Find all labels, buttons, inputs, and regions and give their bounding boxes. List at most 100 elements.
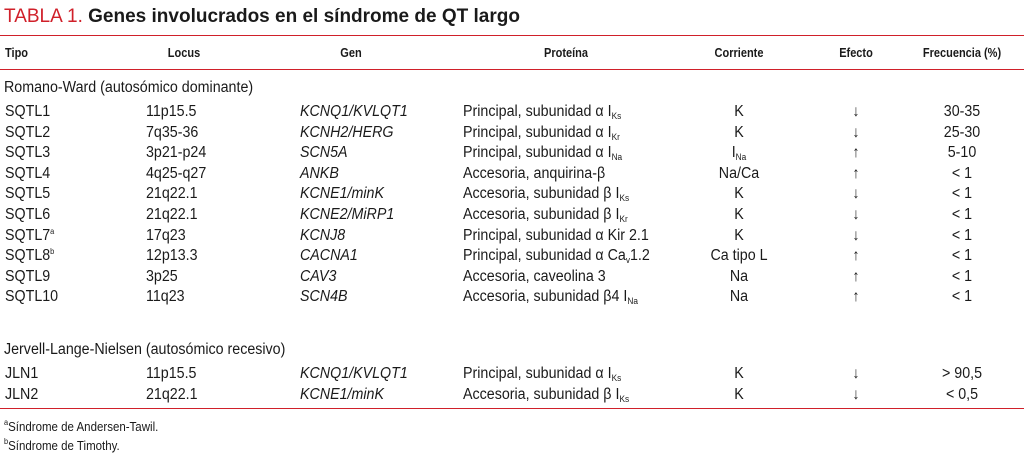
table-row: JLN1 11p15.5 KCNQ1/KVLQT1 Principal, subuni… xyxy=(0,365,1024,385)
cell-gen: SCN5A xyxy=(300,144,348,162)
cell-frecuencia: 5-10 xyxy=(947,144,977,162)
cell-efecto-arrow-icon: ↓ xyxy=(852,365,860,382)
header-rule xyxy=(0,69,1024,70)
table-row: SQTL1 11p15.5 KCNQ1/KVLQT1 Principal, subun… xyxy=(0,103,1024,123)
bottom-rule xyxy=(0,408,1024,409)
cell-proteina: Principal, subunidad α INa xyxy=(463,144,623,163)
footnote-a: aSíndrome de Andersen-Tawil. xyxy=(4,418,159,434)
cell-tipo: SQTL7a xyxy=(5,226,55,244)
table-row: SQTL2 7q35-36 KCNH2/HERG Principal, subunid… xyxy=(0,124,1024,144)
table-row: JLN2 21q22.1 KCNE1/minK Accesoria, subunida… xyxy=(0,386,1024,406)
cell-corriente: Ca tipo L xyxy=(710,247,768,265)
table-row: SQTL3 3p21-p24 SCN5A Principal, subunidad α… xyxy=(0,144,1024,164)
cell-gen: KCNQ1/KVLQT1 xyxy=(300,365,408,382)
cell-tipo: SQTL1 xyxy=(5,103,51,120)
cell-frecuencia: < 1 xyxy=(951,267,973,285)
table-row: SQTL7a 17q23 KCNJ8 Principal, subunidad α K… xyxy=(0,227,1024,247)
cell-proteina: Accesoria, subunidad β4 INa xyxy=(463,288,638,307)
cell-proteina: Principal, subunidad α IKr xyxy=(463,123,620,142)
cell-efecto-arrow-icon: ↓ xyxy=(852,226,860,244)
cell-frecuencia: < 1 xyxy=(951,226,973,244)
cell-corriente: Na xyxy=(729,267,749,285)
cell-tipo: SQTL6 xyxy=(5,206,51,223)
cell-gen: CAV3 xyxy=(300,267,337,285)
cell-frecuencia: < 1 xyxy=(951,164,973,182)
cell-tipo: JLN2 xyxy=(5,385,39,403)
cell-locus: 7q35-36 xyxy=(146,123,199,141)
cell-gen: CACNA1 xyxy=(300,247,358,265)
cell-corriente: K xyxy=(734,123,744,141)
cell-gen: ANKB xyxy=(300,164,339,182)
cell-corriente: K xyxy=(734,385,744,403)
cell-corriente: K xyxy=(734,365,744,382)
cell-locus: 4q25-q27 xyxy=(146,164,207,182)
cell-frecuencia: 30-35 xyxy=(943,103,981,120)
cell-gen: KCNE1/minK xyxy=(300,185,385,203)
group-label: Romano-Ward (autosómico dominante) xyxy=(4,79,254,96)
cell-frecuencia: < 1 xyxy=(951,185,973,203)
cell-tipo: SQTL3 xyxy=(5,144,51,162)
cell-locus: 3p21-p24 xyxy=(146,144,207,162)
cell-efecto-arrow-icon: ↑ xyxy=(852,267,860,285)
cell-tipo: SQTL8b xyxy=(5,247,55,265)
cell-locus: 11p15.5 xyxy=(146,365,197,382)
cell-gen: KCNQ1/KVLQT1 xyxy=(300,103,408,120)
cell-tipo: SQTL5 xyxy=(5,185,51,203)
cell-corriente: K xyxy=(734,103,744,120)
cell-frecuencia: < 1 xyxy=(951,206,973,223)
table-row: SQTL8b 12p13.3 CACNA1 Principal, subunidad … xyxy=(0,247,1024,267)
footnote-b: bSíndrome de Timothy. xyxy=(4,437,120,453)
cell-efecto-arrow-icon: ↑ xyxy=(852,144,860,162)
cell-locus: 11p15.5 xyxy=(146,103,197,120)
cell-proteina: Accesoria, subunidad β IKs xyxy=(463,185,630,204)
cell-proteina: Principal, subunidad α Kir 2.1 xyxy=(463,226,649,244)
cell-locus: 11q23 xyxy=(146,288,185,306)
cell-proteina: Accesoria, anquirina-β xyxy=(463,164,606,182)
cell-gen: KCNH2/HERG xyxy=(300,123,394,141)
cell-locus: 21q22.1 xyxy=(146,185,198,203)
header-efecto: Efecto xyxy=(839,46,873,60)
cell-locus: 21q22.1 xyxy=(146,385,198,403)
cell-frecuencia: > 90,5 xyxy=(941,365,983,382)
cell-locus: 21q22.1 xyxy=(146,206,198,223)
cell-gen: SCN4B xyxy=(300,288,348,306)
header-locus: Locus xyxy=(167,46,201,60)
cell-frecuencia: < 1 xyxy=(951,247,973,265)
table-title-text: Genes involucrados en el síndrome de QT … xyxy=(88,6,520,27)
cell-gen: KCNJ8 xyxy=(300,226,346,244)
cell-gen: KCNE1/minK xyxy=(300,385,385,403)
cell-gen: KCNE2/MiRP1 xyxy=(300,206,395,223)
cell-efecto-arrow-icon: ↓ xyxy=(852,123,860,141)
cell-corriente: K xyxy=(734,206,744,223)
cell-tipo: SQTL2 xyxy=(5,123,51,141)
table-row: SQTL4 4q25-q27 ANKB Accesoria, anquirina-β N… xyxy=(0,165,1024,185)
cell-efecto-arrow-icon: ↑ xyxy=(852,164,860,182)
cell-corriente: K xyxy=(734,226,744,244)
header-tipo: Tipo xyxy=(5,46,29,60)
cell-locus: 3p25 xyxy=(146,267,178,285)
cell-tipo: SQTL4 xyxy=(5,164,51,182)
table-row: SQTL6 21q22.1 KCNE2/MiRP1 Accesoria, subuni… xyxy=(0,206,1024,226)
header-gen: Gen xyxy=(340,46,362,60)
header-corriente: Corriente xyxy=(714,46,764,60)
cell-frecuencia: < 1 xyxy=(951,288,973,306)
group-label: Jervell-Lange-Nielsen (autosómico recesi… xyxy=(4,341,286,358)
table-title: TABLA 1. Genes involucrados en el síndro… xyxy=(4,6,520,28)
table-row: SQTL9 3p25 CAV3 Accesoria, caveolina 3 Na ↑ < … xyxy=(0,268,1024,288)
cell-efecto-arrow-icon: ↑ xyxy=(852,247,860,265)
cell-efecto-arrow-icon: ↑ xyxy=(852,288,860,306)
cell-corriente: K xyxy=(734,185,744,203)
cell-efecto-arrow-icon: ↓ xyxy=(852,185,860,203)
cell-efecto-arrow-icon: ↓ xyxy=(852,385,860,403)
title-rule xyxy=(0,35,1024,36)
cell-proteina: Accesoria, caveolina 3 xyxy=(463,267,606,285)
cell-corriente: Na/Ca xyxy=(718,164,760,182)
cell-efecto-arrow-icon: ↓ xyxy=(852,206,860,223)
cell-corriente: Na xyxy=(729,288,749,306)
cell-proteina: Principal, subunidad α Cav1.2 xyxy=(463,247,650,266)
cell-proteina: Accesoria, subunidad β IKs xyxy=(463,385,630,404)
cell-proteina: Principal, subunidad α IKs xyxy=(463,365,622,383)
cell-frecuencia: 25-30 xyxy=(943,123,981,141)
cell-proteina: Principal, subunidad α IKs xyxy=(463,103,622,121)
cell-tipo: SQTL10 xyxy=(5,288,59,306)
